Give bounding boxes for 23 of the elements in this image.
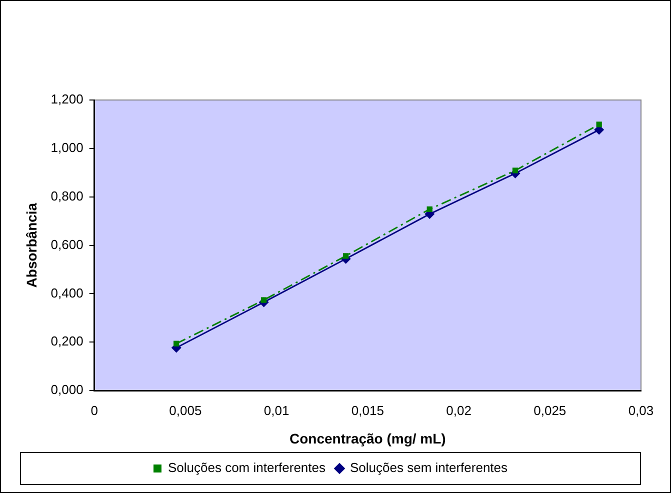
x-tick-label: 0,01 <box>264 402 290 418</box>
x-tick-label: 0 <box>90 402 98 418</box>
y-tick-label: 0,600 <box>50 236 84 252</box>
point <box>342 253 349 259</box>
y-axis-title: Absorbância <box>23 202 40 288</box>
x-tick-label: 0,02 <box>446 402 472 418</box>
y-tick-label: 0,400 <box>50 285 84 300</box>
x-axis-title: Concentração (mg/ mL) <box>289 430 446 446</box>
point <box>596 122 602 128</box>
point <box>174 340 180 346</box>
x-tick-label: 0,03 <box>628 402 654 418</box>
x-tick-label: 0,005 <box>169 402 202 418</box>
x-tick-label: 0,015 <box>351 402 384 418</box>
y-tick-label: 0,000 <box>50 382 84 398</box>
y-tick-label: 0,200 <box>50 334 84 349</box>
y-tick-label: 1,200 <box>50 92 84 107</box>
y-tick-label: 0,800 <box>50 188 84 204</box>
point <box>426 206 432 212</box>
legend-label: Soluções sem interferentes <box>350 460 508 476</box>
legend-label: Soluções com interferentes <box>168 460 326 476</box>
x-tick-label: 0,025 <box>534 402 566 418</box>
point <box>512 168 518 174</box>
y-tick-label: 1,000 <box>50 140 84 156</box>
